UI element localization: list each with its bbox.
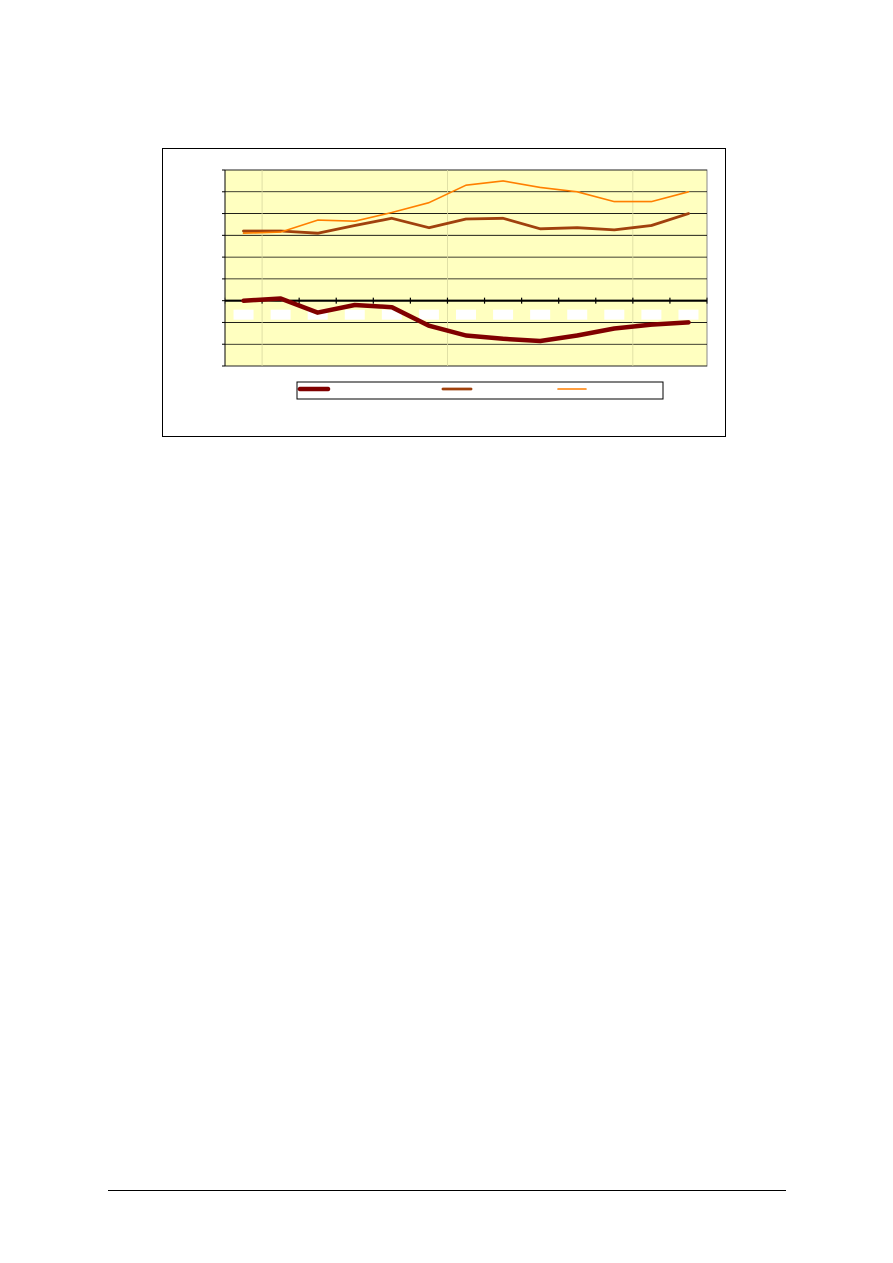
x-tick-label-box — [604, 309, 625, 320]
footer-rule — [108, 1190, 786, 1191]
x-tick-label-box — [678, 309, 699, 320]
x-tick-label-box — [233, 309, 254, 320]
x-axis-ticks — [224, 297, 708, 304]
x-tick-label-box — [493, 309, 514, 320]
x-tick-label-box — [530, 309, 551, 320]
series-layer — [241, 180, 691, 344]
x-tick-label-box — [270, 309, 291, 320]
series-line-3 — [242, 180, 690, 234]
legend-box — [296, 381, 664, 400]
x-tick-label-box — [381, 309, 402, 320]
x-tick-label-box — [456, 309, 476, 320]
x-tick-label-box — [418, 309, 439, 320]
series-line-1 — [241, 296, 691, 344]
x-tick-label-box — [567, 309, 588, 320]
legend — [296, 381, 664, 400]
x-tick-label-box — [344, 309, 365, 320]
series-line-2 — [242, 212, 690, 235]
gridlines — [222, 169, 707, 367]
x-tick-label-box — [641, 309, 662, 320]
